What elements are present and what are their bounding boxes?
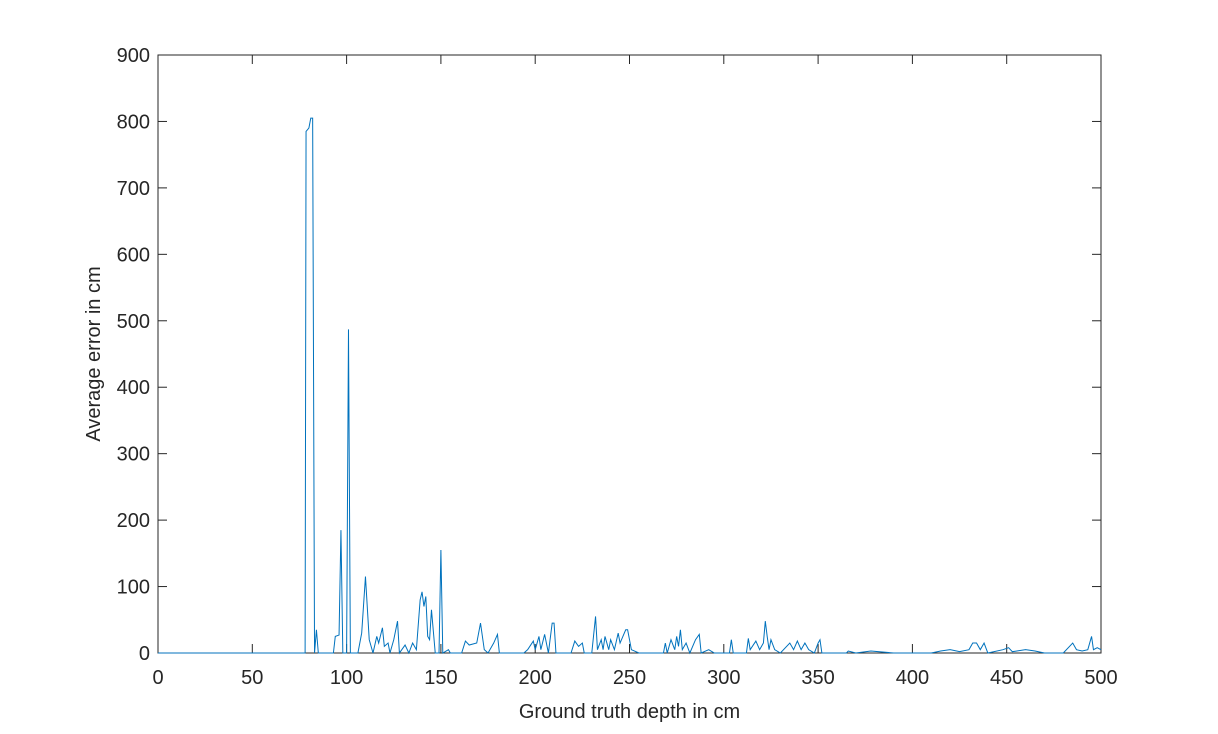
y-tick-label: 500 — [117, 311, 150, 333]
x-axis-label: Ground truth depth in cm — [519, 701, 740, 723]
x-tick-label: 50 — [241, 667, 263, 689]
x-tick-label: 300 — [707, 667, 740, 689]
y-tick-label: 900 — [117, 45, 150, 67]
y-tick-label: 300 — [117, 444, 150, 466]
x-tick-label: 0 — [152, 667, 163, 689]
x-tick-label: 500 — [1084, 667, 1117, 689]
y-axis-label: Average error in cm — [83, 266, 105, 441]
x-tick-label: 150 — [424, 667, 457, 689]
x-tick-label: 400 — [896, 667, 929, 689]
x-tick-label: 100 — [330, 667, 363, 689]
x-tick-label: 200 — [519, 667, 552, 689]
y-tick-label: 100 — [117, 577, 150, 599]
data-line — [158, 117, 1102, 655]
y-tick-label: 800 — [117, 111, 150, 133]
y-tick-label: 600 — [117, 244, 150, 266]
y-tick-label: 0 — [139, 643, 150, 665]
x-tick-label: 350 — [801, 667, 834, 689]
x-tick-label: 450 — [990, 667, 1023, 689]
plot-frame — [157, 54, 1102, 654]
x-tick-label: 250 — [613, 667, 646, 689]
y-tick-label: 700 — [117, 178, 150, 200]
y-tick-label: 400 — [117, 377, 150, 399]
y-tick-label: 200 — [117, 510, 150, 532]
